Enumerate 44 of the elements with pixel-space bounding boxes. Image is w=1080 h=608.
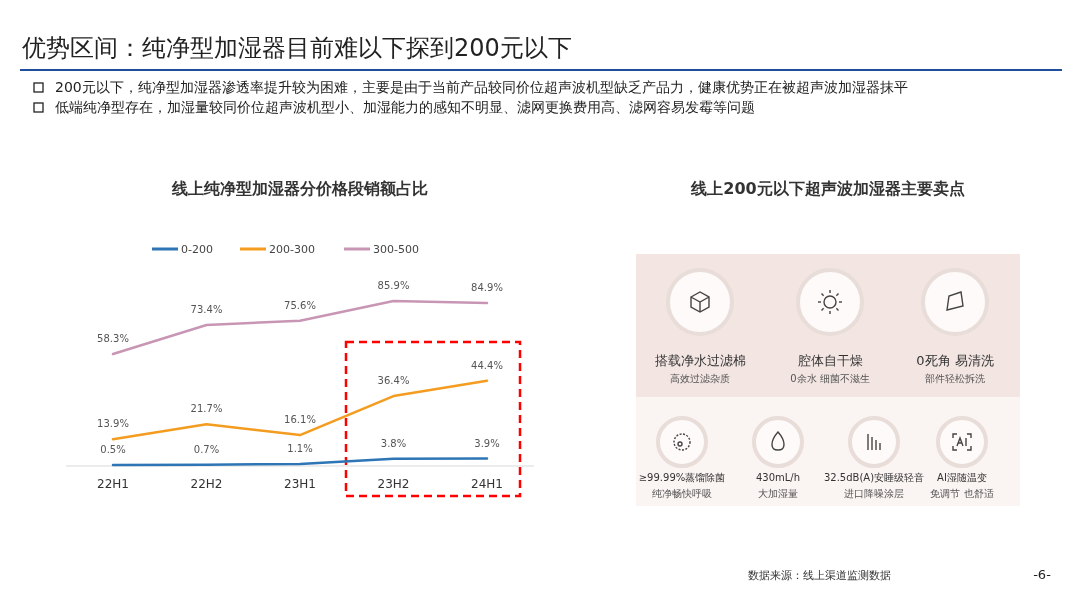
data-label: 84.9% [471, 281, 503, 293]
data-label: 36.4% [377, 375, 410, 387]
data-label: 3.8% [380, 437, 407, 449]
legend-label: 300-500 [373, 243, 419, 256]
text: -6- [1033, 567, 1052, 582]
text: 200元以下，纯净型加湿器渗透率提升较为困难，主要是由于当前产品较同价位超声波机型缺乏产品力，健康优势正在被超声波加湿器抹平 [55, 79, 908, 95]
x-tick-label: 23H1 [284, 477, 316, 491]
text: 低端纯净型存在，加湿量较同价位超声波机型小、加湿能力的感知不明显、滤网更换费用高、滤网容易发霉等问题 [55, 99, 755, 115]
text: 0余水 细菌不滋生 [790, 373, 870, 384]
text: 腔体自干燥 [797, 353, 863, 368]
data-label: 44.4% [471, 359, 503, 371]
text: 纯净畅快呼吸 [652, 488, 712, 499]
data-label: 85.9% [377, 280, 410, 291]
text: 免调节 也舒适 [930, 488, 994, 499]
x-tick-label: 24H1 [471, 477, 503, 491]
text: ≥99.99%蒸馏除菌 [638, 472, 726, 483]
data-label: 16.1% [284, 414, 316, 426]
x-tick-label: 22H2 [190, 477, 223, 491]
data-label: 73.4% [190, 304, 223, 316]
text: 430mL/h [755, 472, 801, 483]
data-label: 0.5% [100, 444, 126, 456]
text: 高效过滤杂质 [670, 373, 730, 384]
text: AI湿随温变 [937, 472, 987, 483]
text: 进口降噪涂层 [844, 488, 904, 499]
text: 0死角 易清洗 [916, 353, 994, 368]
chart-title: 线上纯净型加湿器分价格段销额占比 [171, 179, 428, 198]
data-label: 0.7% [193, 443, 220, 455]
data-label: 75.6% [284, 299, 316, 311]
text: 线上200元以下超声波加湿器主要卖点 [690, 179, 965, 198]
data-label: 21.7% [190, 403, 223, 415]
data-label: 13.9% [97, 418, 129, 430]
data-label: 3.9% [474, 437, 500, 449]
text: 部件轻松拆洗 [925, 373, 985, 384]
data-label: 58.3% [97, 333, 129, 345]
text: 搭载净水过滤棉 [654, 353, 746, 368]
text: 优势区间：纯净型加湿器目前难以下探到200元以下 [22, 34, 572, 62]
legend-label: 200-300 [269, 243, 315, 256]
text: 大加湿量 [758, 488, 798, 499]
legend-label: 0-200 [181, 243, 213, 256]
text: 32.5dB(A)安睡级轻音 [823, 472, 925, 483]
x-tick-label: 22H1 [97, 477, 129, 491]
data-label: 1.1% [287, 442, 313, 454]
x-tick-label: 23H2 [377, 477, 410, 491]
source-note: 数据来源：线上渠道监测数据 [748, 569, 891, 582]
